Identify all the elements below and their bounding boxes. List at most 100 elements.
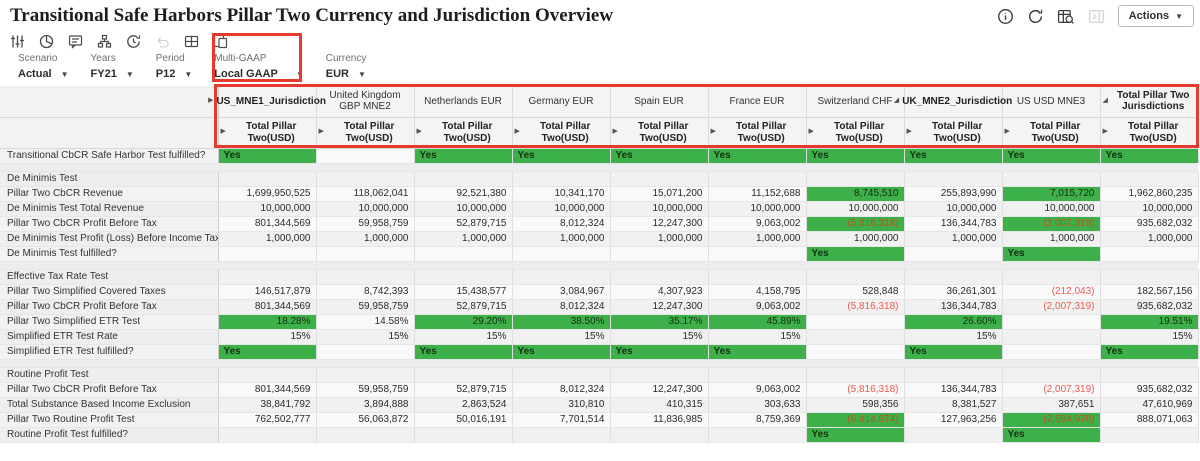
grid-cell[interactable] [806,344,905,360]
grid-cell[interactable]: 8,012,324 [512,299,611,315]
grid-cell[interactable] [316,246,415,262]
grid-cell[interactable]: (2,007,319) [1002,382,1101,398]
grid-icon[interactable] [184,34,199,49]
grid-cell[interactable]: Yes [610,344,709,360]
grid-cell[interactable]: Yes [708,344,807,360]
grid-cell[interactable]: 9,063,002 [708,382,807,398]
grid-cell[interactable]: 1,000,000 [1100,231,1199,247]
grid-cell[interactable] [414,246,513,262]
grid-cell[interactable]: 4,307,923 [610,284,709,300]
grid-cell[interactable]: 410,315 [610,397,709,413]
grid-cell[interactable]: Yes [904,148,1003,164]
grid-cell[interactable]: 935,682,032 [1100,382,1199,398]
grid-cell[interactable]: 19.51% [1100,313,1199,330]
grid-cell[interactable]: 1,699,950,525 [218,186,317,202]
grid-cell[interactable]: (5,816,318) [806,216,905,232]
grid-cell[interactable] [904,246,1003,262]
history-icon[interactable] [126,34,141,49]
pov-scenario-select[interactable]: Actual ▼ [18,68,69,80]
pov-period-select[interactable]: P12 ▼ [155,68,193,80]
grid-cell[interactable]: 8,742,393 [316,284,415,300]
grid-cell[interactable]: Yes [1002,246,1101,262]
grid-cell[interactable]: 1,962,860,235 [1100,186,1199,202]
grid-cell[interactable]: 10,000,000 [610,201,709,217]
grid-cell[interactable]: Yes [218,344,317,360]
grid-cell[interactable] [904,427,1003,443]
grid-cell[interactable]: 15% [904,329,1003,345]
grid-cell[interactable] [218,427,317,443]
grid-cell[interactable] [316,148,415,164]
grid-cell[interactable]: (5,816,318) [806,382,905,398]
grid-search-icon[interactable] [1057,8,1075,25]
expand-icon[interactable]: ▶ [208,97,214,105]
grid-cell[interactable]: 10,000,000 [806,201,905,217]
layout-icon[interactable] [213,34,228,49]
grid-cell[interactable]: 1,000,000 [316,231,415,247]
grid-cell[interactable]: Yes [512,148,611,164]
grid-cell[interactable]: 127,963,256 [904,411,1003,428]
grid-cell[interactable]: 136,344,783 [904,299,1003,315]
expand-icon[interactable]: ▶ [220,128,226,136]
column-subheader[interactable]: ▶ Total Pillar Two(USD) [1100,117,1199,149]
grid-cell[interactable]: (2,594,970) [1002,411,1101,428]
grid-cell[interactable]: 310,810 [512,397,611,413]
grid-cell[interactable]: 50,016,191 [414,411,513,428]
actions-button[interactable]: Actions ▼ [1117,5,1194,27]
grid-cell[interactable]: 4,158,795 [708,284,807,300]
grid-cell[interactable]: 146,517,879 [218,284,317,300]
grid-cell[interactable]: Yes [806,246,905,262]
grid-cell[interactable]: 15,071,200 [610,186,709,202]
collapse-icon[interactable]: ◢ [1102,97,1108,105]
grid-cell[interactable]: 10,000,000 [414,201,513,217]
refresh-icon[interactable] [1027,8,1044,25]
column-subheader[interactable]: ▶ Total Pillar Two(USD) [218,117,317,149]
grid-cell[interactable]: 8,759,369 [708,411,807,428]
column-subheader[interactable]: ▶ Total Pillar Two(USD) [708,117,807,149]
grid-cell[interactable]: 38,841,792 [218,397,317,413]
grid-cell[interactable]: 8,745,510 [806,186,905,202]
grid-cell[interactable]: 10,000,000 [316,201,415,217]
column-subheader[interactable]: ▶ Total Pillar Two(USD) [806,117,905,149]
grid-cell[interactable]: 35.17% [610,313,709,330]
grid-cell[interactable]: 45.89% [708,313,807,330]
grid-cell[interactable]: 10,000,000 [904,201,1003,217]
column-subheader[interactable]: ▶ Total Pillar Two(USD) [414,117,513,149]
grid-cell[interactable]: 7,701,514 [512,411,611,428]
pov-years-select[interactable]: FY21 ▼ [90,68,134,80]
grid-cell[interactable]: (6,414,674) [806,411,905,428]
grid-cell[interactable]: 15% [708,329,807,345]
grid-cell[interactable]: 762,502,777 [218,411,317,428]
grid-cell[interactable]: 528,848 [806,284,905,300]
grid-cell[interactable]: 136,344,783 [904,216,1003,232]
grid-cell[interactable]: Yes [218,148,317,164]
comment-icon[interactable] [68,34,83,49]
column-subheader[interactable]: ▶ Total Pillar Two(USD) [316,117,415,149]
grid-cell[interactable]: 10,341,170 [512,186,611,202]
grid-cell[interactable]: 15% [1100,329,1199,345]
grid-cell[interactable]: 52,879,715 [414,382,513,398]
column-subheader[interactable]: ▶ Total Pillar Two(USD) [512,117,611,149]
grid-cell[interactable]: 387,651 [1002,397,1101,413]
grid-cell[interactable]: 8,012,324 [512,216,611,232]
grid-cell[interactable]: 136,344,783 [904,382,1003,398]
grid-cell[interactable]: 36,261,301 [904,284,1003,300]
column-subheader[interactable]: ▶ Total Pillar Two(USD) [1002,117,1101,149]
grid-cell[interactable]: 10,000,000 [512,201,611,217]
grid-cell[interactable]: 303,633 [708,397,807,413]
grid-cell[interactable]: Yes [806,427,905,443]
column-subheader[interactable]: ▶ Total Pillar Two(USD) [610,117,709,149]
grid-cell[interactable]: (2,007,319) [1002,299,1101,315]
grid-cell[interactable]: 8,381,527 [904,397,1003,413]
expand-icon[interactable]: ▶ [514,128,520,136]
grid-cell[interactable]: 182,567,156 [1100,284,1199,300]
collapse-icon[interactable]: ◢ [893,97,900,105]
grid-cell[interactable] [708,427,807,443]
grid-cell[interactable] [316,427,415,443]
grid-cell[interactable]: 59,958,759 [316,382,415,398]
grid-cell[interactable] [1002,344,1101,360]
grid-cell[interactable] [512,246,611,262]
grid-cell[interactable]: Yes [414,344,513,360]
grid-cell[interactable]: 10,000,000 [1100,201,1199,217]
expand-icon[interactable]: ▶ [808,128,814,136]
info-icon[interactable] [997,8,1014,25]
